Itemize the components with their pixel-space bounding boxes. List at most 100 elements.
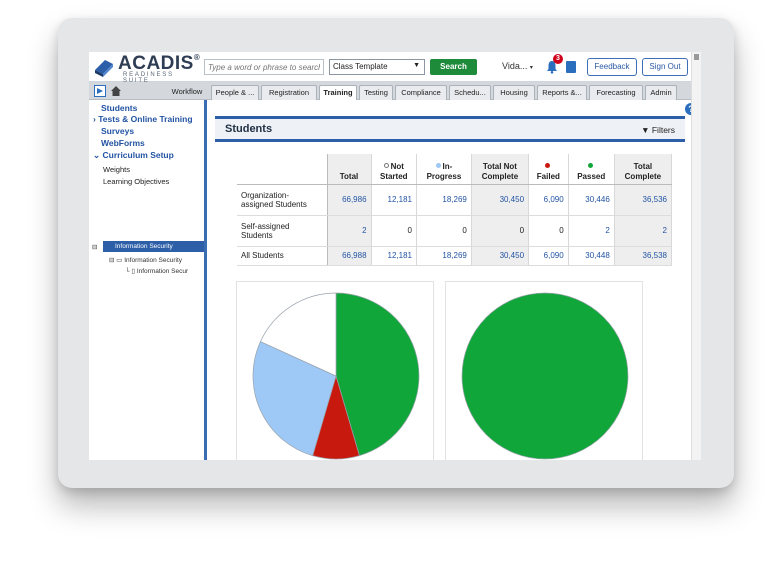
tab-admin[interactable]: Admin xyxy=(645,85,677,100)
filter-icon: ▼ xyxy=(641,125,650,135)
cell-failed[interactable]: 6,090 xyxy=(528,184,569,216)
tab-compliance[interactable]: Compliance xyxy=(395,85,447,100)
col-total-complete: Total Complete xyxy=(614,154,673,185)
pie-chart-self-assigned xyxy=(461,292,629,460)
search-button[interactable]: Search xyxy=(430,59,477,75)
tab-reports[interactable]: Reports &... xyxy=(537,85,587,100)
vertical-scrollbar[interactable] xyxy=(691,52,701,460)
tree-toggle-icon: ⊟ xyxy=(109,257,115,264)
filters-button[interactable]: ▼ Filters xyxy=(641,125,675,135)
tree-toggle-icon[interactable]: ⊟ xyxy=(92,244,98,251)
table-header-blank xyxy=(237,154,328,185)
chevron-down-icon: ⌄ xyxy=(93,150,101,160)
folder-icon: ▭ xyxy=(116,257,123,264)
tab-people[interactable]: People & ... xyxy=(211,85,259,100)
tree-item-information-security-leaf[interactable]: └ ▯ Information Secur xyxy=(125,268,189,275)
page-title: Students xyxy=(225,123,273,135)
document-icon[interactable] xyxy=(566,61,576,73)
chart-card-organization xyxy=(236,281,434,460)
cell-total-complete[interactable]: 2 xyxy=(614,215,673,247)
acadis-logo-icon xyxy=(95,60,113,77)
tab-testing[interactable]: Testing xyxy=(359,85,393,100)
cell-total-not-complete[interactable]: 30,450 xyxy=(471,246,530,266)
col-failed: Failed xyxy=(528,154,569,185)
sidebar-item-weights[interactable]: Weights xyxy=(103,165,130,174)
cell-total-not-complete[interactable]: 30,450 xyxy=(471,184,530,216)
caret-down-icon: ▾ xyxy=(529,65,533,71)
col-not-started: Not Started xyxy=(371,154,418,185)
col-passed: Passed xyxy=(568,154,615,185)
col-total-not-complete: Total Not Complete xyxy=(471,154,530,185)
cell-in-progress[interactable]: 18,269 xyxy=(416,246,472,266)
col-total: Total xyxy=(327,154,372,185)
cell-failed[interactable]: 6,090 xyxy=(528,246,569,266)
tree-item-information-security-child[interactable]: ⊟ ▭ Information Security xyxy=(109,257,183,264)
table-row: Organization-assigned Students 66,986 12… xyxy=(237,184,673,216)
cell-total-complete[interactable]: 36,538 xyxy=(614,246,673,266)
cell-total-complete[interactable]: 36,536 xyxy=(614,184,673,216)
cell-total[interactable]: 2 xyxy=(327,215,372,247)
sidebar: Students › Tests & Online Training Surve… xyxy=(89,100,207,460)
tab-registration[interactable]: Registration xyxy=(261,85,317,100)
students-stats-table: Total Not Started In- Progress Total Not Co… xyxy=(237,154,673,266)
sidebar-item-students[interactable]: Students xyxy=(101,103,138,113)
feedback-button[interactable]: Feedback xyxy=(587,58,637,76)
failed-dot-icon xyxy=(544,162,550,168)
cell-total-not-complete: 0 xyxy=(471,215,530,247)
scrollbar-thumb[interactable] xyxy=(694,54,699,60)
sidebar-item-learning-objectives[interactable]: Learning Objectives xyxy=(103,177,170,186)
acadis-logo[interactable]: ACADIS® READINESS SUITE xyxy=(93,53,200,84)
row-label: Self-assigned Students xyxy=(237,215,328,247)
pie-slice-not-started[interactable] xyxy=(260,292,337,377)
not-started-dot-icon xyxy=(383,162,389,168)
cell-not-started: 0 xyxy=(371,215,418,247)
sidebar-item-surveys[interactable]: Surveys xyxy=(101,126,135,136)
logo-subtitle: READINESS SUITE xyxy=(123,72,174,84)
tree-item-information-security[interactable]: Information Security xyxy=(103,241,204,252)
cell-not-started[interactable]: 12,181 xyxy=(371,246,418,266)
tab-training[interactable]: Training xyxy=(319,85,357,101)
window-icon[interactable] xyxy=(94,85,106,97)
cell-passed[interactable]: 30,448 xyxy=(568,246,615,266)
cell-passed[interactable]: 30,446 xyxy=(568,184,615,216)
tab-forecasting[interactable]: Forecasting xyxy=(589,85,643,100)
tree-line-icon: └ xyxy=(125,268,130,275)
chevron-down-icon: ▼ xyxy=(413,62,420,69)
table-header-row: Total Not Started In- Progress Total Not Co… xyxy=(237,154,673,185)
col-in-progress: In- Progress xyxy=(416,154,472,185)
pie-slice-in-progress[interactable] xyxy=(252,341,337,457)
pie-slice-passed[interactable] xyxy=(461,292,629,460)
table-row: All Students 66,988 12,181 18,269 30,450… xyxy=(237,246,673,266)
tab-workflow[interactable]: Workflow xyxy=(171,87,203,96)
row-label: All Students xyxy=(237,246,328,266)
home-icon[interactable] xyxy=(110,85,122,97)
cell-in-progress: 0 xyxy=(416,215,472,247)
passed-dot-icon xyxy=(587,162,593,168)
template-select-value: Class Template xyxy=(333,62,388,71)
cell-total[interactable]: 66,986 xyxy=(327,184,372,216)
chevron-right-icon: › xyxy=(93,114,96,124)
sidebar-item-tests[interactable]: › Tests & Online Training xyxy=(93,114,193,124)
sidebar-item-webforms[interactable]: WebForms xyxy=(101,138,145,148)
template-select[interactable]: Class Template ▼ xyxy=(329,59,425,75)
in-progress-dot-icon xyxy=(435,162,441,168)
cell-not-started[interactable]: 12,181 xyxy=(371,184,418,216)
cell-total[interactable]: 66,988 xyxy=(327,246,372,266)
sign-out-button[interactable]: Sign Out xyxy=(642,58,688,76)
document-icon: ▯ xyxy=(131,268,135,275)
tab-bar: Workflow People & ... Registration Train… xyxy=(89,82,701,101)
cell-passed[interactable]: 2 xyxy=(568,215,615,247)
cell-in-progress[interactable]: 18,269 xyxy=(416,184,472,216)
pie-slice-passed[interactable] xyxy=(335,292,420,457)
tab-housing[interactable]: Housing xyxy=(493,85,535,100)
table-row: Self-assigned Students 2 0 0 0 0 2 2 xyxy=(237,215,673,247)
notification-badge: 3 xyxy=(553,54,563,64)
sidebar-item-curriculum-setup[interactable]: ⌄ Curriculum Setup xyxy=(93,150,174,160)
tab-scheduling[interactable]: Schedu... xyxy=(449,85,491,100)
app-screen: ACADIS® READINESS SUITE Class Template ▼… xyxy=(89,52,701,460)
search-input[interactable] xyxy=(204,59,324,75)
pie-chart-organization xyxy=(252,292,420,460)
bell-icon[interactable] xyxy=(545,60,559,74)
user-menu[interactable]: Vida... ▾ xyxy=(502,61,533,71)
